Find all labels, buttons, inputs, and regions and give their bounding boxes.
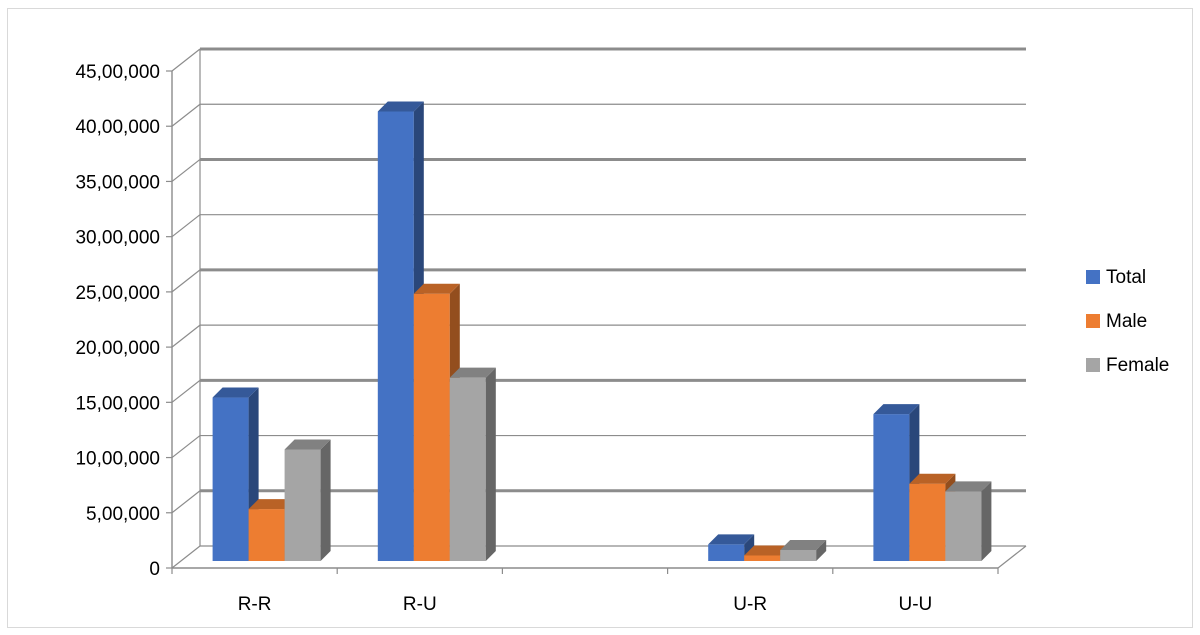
legend-label: Female bbox=[1106, 355, 1169, 376]
bar-front bbox=[780, 549, 817, 561]
x-tick-label: U-U bbox=[899, 594, 933, 615]
bar-top bbox=[945, 481, 992, 492]
gridline-side bbox=[171, 214, 201, 238]
bar-front bbox=[248, 509, 285, 561]
gridline-side bbox=[171, 269, 201, 293]
bar-top bbox=[744, 545, 791, 556]
bar-front bbox=[744, 555, 781, 561]
bar-front bbox=[873, 414, 910, 561]
bar-front bbox=[909, 483, 946, 561]
legend-swatch bbox=[1086, 358, 1100, 372]
y-tick-label: 5,00,000 bbox=[86, 504, 160, 525]
bar-side bbox=[485, 367, 496, 561]
gridline-side bbox=[171, 545, 201, 569]
bar-side bbox=[816, 539, 827, 561]
bar-side bbox=[981, 481, 992, 561]
legend-swatch bbox=[1086, 270, 1100, 284]
bar-top bbox=[708, 534, 755, 545]
y-tick-label: 25,00,000 bbox=[75, 283, 160, 304]
bar-side bbox=[320, 439, 331, 561]
bar-front bbox=[413, 293, 450, 561]
y-tick-label: 15,00,000 bbox=[75, 393, 160, 414]
bar-top bbox=[449, 367, 496, 378]
y-tick-label: 10,00,000 bbox=[75, 449, 160, 470]
legend-swatch bbox=[1086, 314, 1100, 328]
bar bbox=[449, 367, 496, 561]
legend-label: Male bbox=[1106, 311, 1147, 332]
bar-top bbox=[284, 439, 331, 450]
gridline-side bbox=[171, 103, 201, 127]
bar-top bbox=[248, 499, 295, 510]
y-tick-label: 45,00,000 bbox=[75, 62, 160, 83]
bar-front bbox=[284, 449, 321, 561]
bar-front bbox=[377, 111, 414, 561]
bar-top bbox=[780, 539, 827, 550]
y-tick-label: 0 bbox=[149, 559, 160, 580]
y-tick-label: 20,00,000 bbox=[75, 338, 160, 359]
floor-edge bbox=[997, 545, 1027, 569]
legend-label: Total bbox=[1106, 267, 1146, 288]
gridline-side bbox=[171, 48, 201, 72]
bar-top bbox=[212, 387, 259, 398]
x-tick-label: R-U bbox=[403, 594, 437, 615]
bar-front bbox=[449, 377, 486, 561]
y-tick-label: 35,00,000 bbox=[75, 172, 160, 193]
gridline-side bbox=[171, 324, 201, 348]
bar bbox=[212, 387, 259, 561]
bar-top bbox=[909, 473, 956, 484]
gridline-side bbox=[171, 435, 201, 459]
bar bbox=[377, 101, 424, 561]
y-tick-label: 40,00,000 bbox=[75, 117, 160, 138]
bar bbox=[780, 539, 827, 561]
bar-top bbox=[413, 283, 460, 294]
bar-front bbox=[708, 544, 745, 561]
bar-top bbox=[873, 404, 920, 415]
bar bbox=[945, 481, 992, 561]
gridline-side bbox=[171, 379, 201, 403]
x-tick-label: U-R bbox=[733, 594, 767, 615]
bar bbox=[708, 534, 755, 561]
x-tick-label: R-R bbox=[238, 594, 272, 615]
bar bbox=[284, 439, 331, 561]
chart-frame bbox=[7, 8, 1193, 628]
bar-top bbox=[377, 101, 424, 112]
bar-front bbox=[945, 491, 982, 561]
gridline-side bbox=[171, 490, 201, 514]
y-tick-label: 30,00,000 bbox=[75, 228, 160, 249]
bar-front bbox=[212, 397, 249, 561]
gridline-side bbox=[171, 158, 201, 182]
